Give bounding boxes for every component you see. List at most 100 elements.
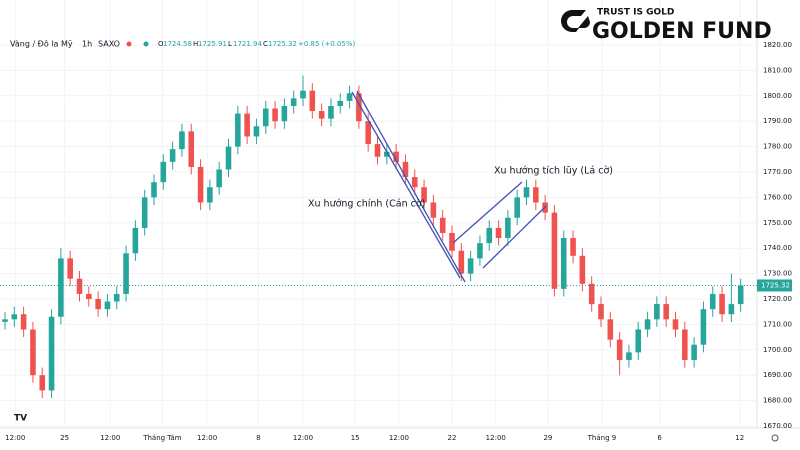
candle-body (384, 151, 390, 157)
y-tick-label: 1670.00 (763, 422, 792, 430)
x-tick-label: 15 (351, 434, 360, 442)
x-tick-label: 12:00 (197, 434, 217, 442)
candle-body (402, 161, 409, 178)
candle-body (179, 131, 185, 150)
candle-body (700, 309, 707, 345)
candle-body (39, 375, 46, 391)
candle-body (533, 187, 539, 203)
y-tick-label: 1690.00 (763, 371, 792, 379)
ohlc: O 1724.58 H 1725.91 L 1721.94 C 1725.32 +0.85 (+… (158, 40, 356, 48)
ohlc-value: 1721.94 (233, 40, 262, 48)
candle-body (477, 243, 483, 259)
annotation: Xu hướng chính (Cán cờ) (308, 199, 425, 210)
last-price-box (757, 279, 792, 292)
candle-body (160, 161, 167, 183)
candle-body (76, 278, 83, 294)
ohlc-change: +0.85 (+0.05%) (298, 40, 356, 48)
y-tick-label: 1810.00 (763, 66, 792, 74)
candle-body (719, 293, 725, 315)
candle-body (728, 304, 735, 315)
candle-body (151, 182, 157, 198)
y-tick-label: 1770.00 (763, 168, 792, 176)
y-tick-label: 1760.00 (763, 193, 792, 201)
candle-body (300, 90, 306, 99)
y-tick-label: 1730.00 (763, 270, 792, 278)
candle-body (58, 258, 64, 317)
candle-body (449, 232, 455, 251)
ohlc-value: 1724.58 (163, 40, 192, 48)
y-tick-label: 1740.00 (763, 244, 792, 252)
candle-body (67, 258, 73, 279)
candle-body (458, 250, 465, 274)
x-tick-label: 25 (60, 434, 69, 442)
tv-logo: TV (14, 414, 27, 424)
candle-body (486, 227, 493, 244)
candle-body (188, 131, 195, 167)
ohlc-key: L (228, 40, 232, 48)
candle-body (337, 100, 344, 106)
y-tick-label: 1790.00 (763, 117, 792, 125)
settings-icon[interactable] (771, 434, 779, 442)
candle-body (560, 238, 567, 289)
x-tick-label: 29 (543, 434, 552, 442)
y-tick-label: 1820.00 (763, 41, 792, 49)
flag-line (482, 205, 547, 269)
candle-body (430, 202, 437, 218)
candle-body (709, 293, 716, 310)
y-tick-label: 1710.00 (763, 320, 792, 328)
x-tick-label: 12:00 (389, 434, 409, 442)
candle-body (346, 93, 353, 101)
candle-body (225, 146, 232, 170)
y-tick-label: 1700.00 (763, 346, 792, 354)
candle-body (505, 217, 511, 239)
candle-body (30, 329, 36, 376)
candle-body (635, 329, 642, 353)
candle-body (682, 329, 688, 360)
candle-body (262, 108, 269, 127)
flagpole-line (356, 90, 466, 283)
candle-body (421, 187, 427, 203)
x-tick-label: Tháng Tám (142, 434, 182, 442)
y-tick-label: 1750.00 (763, 219, 792, 227)
interval: 1h (82, 40, 92, 49)
candle-body (48, 316, 55, 391)
x-tick-label: 12:00 (5, 434, 25, 442)
y-tick-label: 1780.00 (763, 143, 792, 151)
candle-body (495, 227, 502, 239)
candle-body (579, 255, 586, 284)
candle-body (393, 151, 399, 162)
x-tick-label: 12:00 (293, 434, 313, 442)
source: SAXO (98, 40, 120, 49)
candle-body (318, 111, 325, 119)
status-dot (126, 41, 132, 47)
candle-body (86, 293, 92, 299)
candle-body (207, 187, 213, 203)
last-price-label: 1725.32 (761, 281, 790, 289)
candle-body (356, 93, 362, 122)
candles (0, 75, 757, 399)
candle-body (663, 304, 669, 320)
x-tick-label: Tháng 9 (587, 434, 617, 442)
candle-body (598, 304, 604, 320)
ohlc-key: O (158, 40, 164, 48)
flagpole-line (351, 91, 461, 279)
candle-body (551, 212, 558, 289)
candle-body (132, 227, 139, 254)
candle-body (644, 319, 651, 330)
trend-lines (351, 90, 547, 283)
ohlc-value: 1725.32 (268, 40, 297, 48)
logo-mark (561, 10, 590, 32)
candle-body (328, 105, 334, 119)
ohlc-key: C (263, 40, 268, 48)
x-tick-label: 8 (256, 434, 260, 442)
candle-body (570, 238, 576, 256)
candle-body (20, 314, 27, 330)
candle-body (11, 314, 18, 320)
logo-tagline: TRUST IS GOLD (597, 8, 674, 18)
candle-body (141, 197, 148, 228)
logo: TRUST IS GOLD GOLDEN FUND (561, 8, 772, 44)
candle-body (244, 113, 250, 137)
candle-body (691, 344, 697, 360)
candle-body (95, 299, 101, 310)
